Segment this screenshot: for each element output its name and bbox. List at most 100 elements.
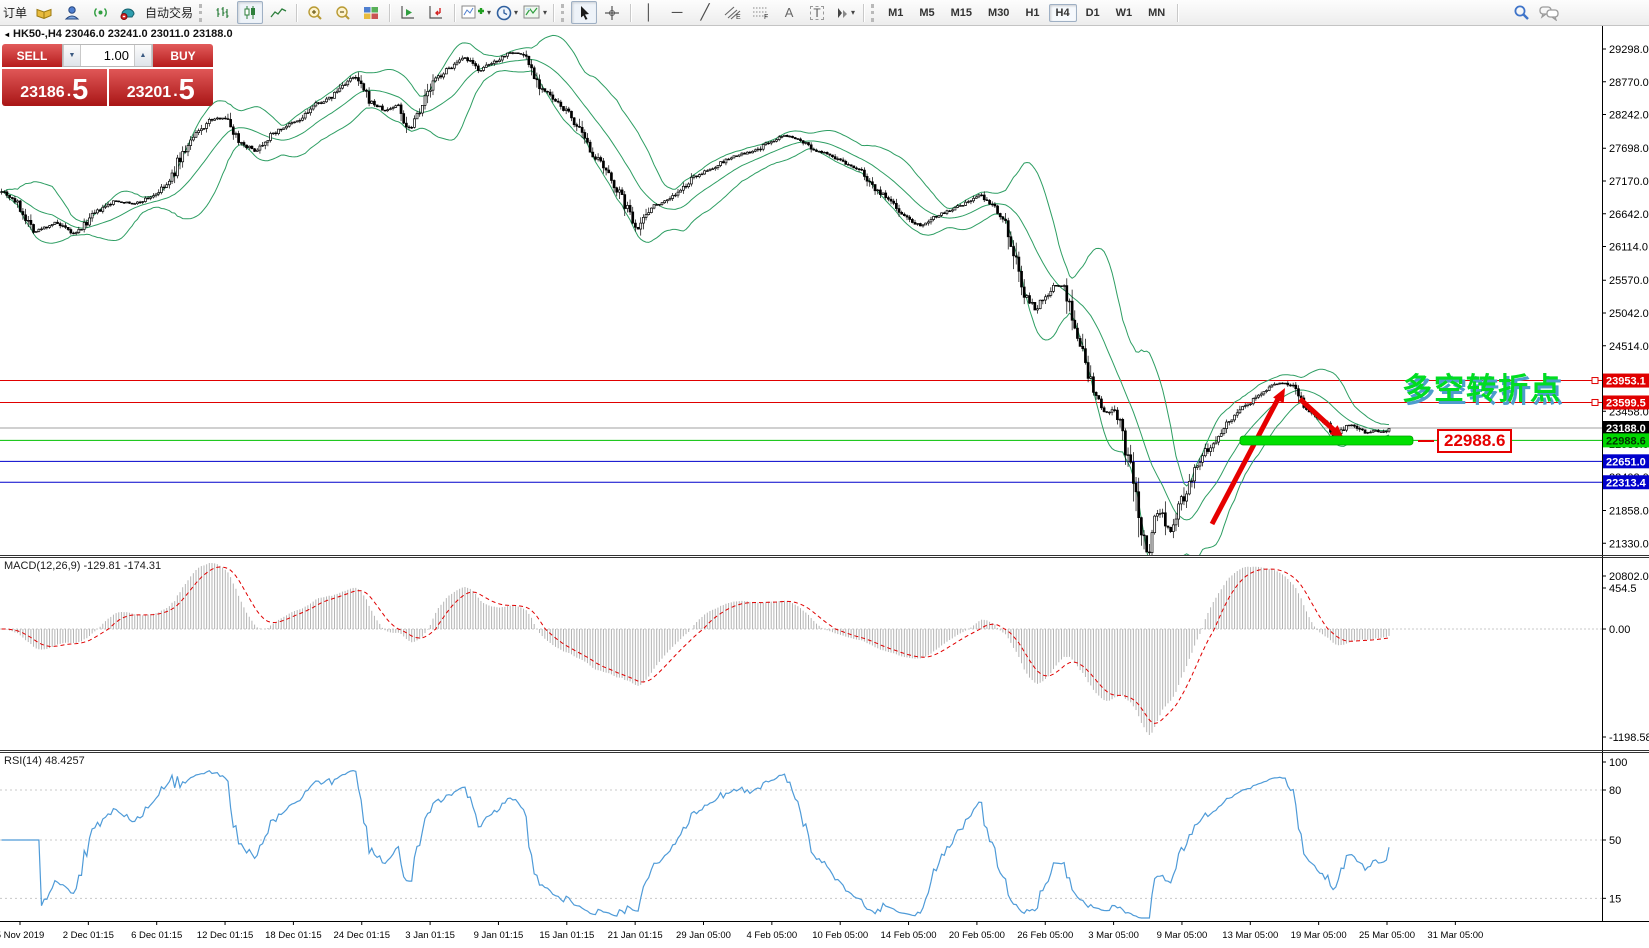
svg-text:27698.0: 27698.0 [1609, 143, 1649, 155]
svg-text:27170.0: 27170.0 [1609, 176, 1649, 188]
templates-icon[interactable]: ▾ [522, 1, 548, 24]
svg-text:19 Mar 05:00: 19 Mar 05:00 [1291, 930, 1347, 941]
tf-button-M15[interactable]: M15 [950, 6, 973, 19]
svg-text:5 Nov 2019: 5 Nov 2019 [0, 930, 44, 941]
search-icon[interactable] [1508, 1, 1534, 24]
new-order-button[interactable]: 订单 [3, 6, 28, 20]
fibonacci-tool-icon[interactable]: F [748, 1, 774, 24]
autotrade-icon[interactable] [115, 1, 141, 24]
broadcast-icon[interactable] [87, 1, 113, 24]
support-highlight-bar [1239, 435, 1414, 446]
svg-text:24 Dec 01:15: 24 Dec 01:15 [333, 930, 390, 941]
toolbar-separator [389, 3, 391, 22]
svg-text:25570.0: 25570.0 [1609, 275, 1649, 287]
bollinger-lower-band [1, 69, 1390, 555]
profile-icon[interactable] [59, 1, 85, 24]
line-chart-icon[interactable] [265, 1, 291, 24]
svg-text:26114.0: 26114.0 [1609, 242, 1648, 254]
sell-button[interactable]: SELL [2, 44, 62, 67]
tf-button-MN[interactable]: MN [1148, 6, 1166, 19]
indicators-icon[interactable]: ▾ [460, 1, 492, 24]
chart-shift-icon[interactable] [423, 1, 449, 24]
book-icon[interactable] [31, 1, 57, 24]
toolbar-drag-handle[interactable] [561, 3, 567, 22]
tile-windows-icon[interactable] [358, 1, 384, 24]
turning-point-annotation: 多空转折点 [1402, 373, 1562, 406]
chevron-down-icon: ▾ [487, 8, 492, 17]
cursor-icon[interactable] [571, 1, 598, 24]
chevron-down-icon: ▾ [543, 8, 548, 17]
volume-increase-button[interactable]: ▲ [134, 45, 152, 66]
toolbar-separator [630, 3, 632, 22]
svg-text:454.5: 454.5 [1609, 583, 1637, 595]
label-tool-icon[interactable]: T [804, 1, 830, 24]
tf-button-M1[interactable]: M1 [888, 6, 904, 19]
buy-button[interactable]: BUY [153, 44, 213, 67]
arrows-tool-icon[interactable]: ▾ [832, 1, 858, 24]
svg-text:0.00: 0.00 [1609, 624, 1630, 636]
svg-text:21330.0: 21330.0 [1609, 538, 1649, 550]
svg-text:22988.6: 22988.6 [1606, 435, 1646, 447]
tf-button-D1[interactable]: D1 [1085, 6, 1100, 19]
text-tool-icon[interactable]: A [784, 5, 794, 20]
price-axis: 29298.0 28770.0 28242.0 27698.0 27170.0 26642… [1591, 44, 1649, 583]
svg-text:13 Mar 05:00: 13 Mar 05:00 [1222, 930, 1278, 941]
candles-chart-icon[interactable] [237, 1, 264, 24]
autoscroll-icon[interactable] [395, 1, 421, 24]
rsi-axis: 100 80 50 15 [1602, 757, 1627, 905]
svg-text:26642.0: 26642.0 [1609, 209, 1649, 221]
crosshair-icon[interactable] [599, 1, 625, 24]
zoom-out-icon[interactable] [330, 1, 356, 24]
svg-text:28242.0: 28242.0 [1609, 110, 1649, 122]
svg-text:4 Feb 05:00: 4 Feb 05:00 [746, 930, 797, 941]
tf-button-H1[interactable]: H1 [1025, 6, 1040, 19]
buy-price-display[interactable]: 23201. 5 [108, 69, 213, 106]
symbol-info-bar: ◂ HK50-,H4 23046.0 23241.0 23011.0 23188… [5, 28, 233, 40]
tf-button-M5[interactable]: M5 [919, 6, 935, 19]
vline-tool-icon[interactable]: │ [644, 4, 654, 21]
tf-button-M30[interactable]: M30 [988, 6, 1010, 19]
svg-text:20 Feb 05:00: 20 Feb 05:00 [949, 930, 1005, 941]
chat-icon[interactable] [1536, 1, 1562, 24]
chevron-down-icon: ▾ [514, 8, 519, 17]
svg-text:22313.4: 22313.4 [1606, 477, 1647, 489]
volume-decrease-button[interactable]: ▼ [63, 45, 81, 66]
svg-text:29 Jan 05:00: 29 Jan 05:00 [676, 930, 731, 941]
svg-text:9 Mar 05:00: 9 Mar 05:00 [1157, 930, 1208, 941]
hline-tool-icon[interactable]: ─ [671, 4, 683, 21]
toolbar-separator [296, 3, 298, 22]
rsi-panel [0, 769, 1602, 919]
main-price-panel [0, 34, 1602, 555]
autotrade-label[interactable]: 自动交易 [145, 6, 194, 20]
trendline-tool-icon[interactable]: ╱ [700, 4, 710, 21]
tf-button-H4[interactable]: H4 [1048, 3, 1077, 22]
svg-text:25042.0: 25042.0 [1609, 308, 1649, 320]
svg-text:-1198.58: -1198.58 [1609, 732, 1649, 744]
svg-text:6 Dec 01:15: 6 Dec 01:15 [131, 930, 182, 941]
svg-text:29298.0: 29298.0 [1609, 44, 1649, 56]
macd-indicator-label: MACD(12,26,9) -129.81 -174.31 [4, 560, 162, 572]
zoom-in-icon[interactable] [302, 1, 328, 24]
svg-text:26 Feb 05:00: 26 Feb 05:00 [1017, 930, 1073, 941]
svg-text:31 Mar 05:00: 31 Mar 05:00 [1427, 930, 1483, 941]
tf-button-W1[interactable]: W1 [1115, 6, 1133, 19]
support-price-callout: 22988.6 [1437, 429, 1513, 453]
toolbar-drag-handle[interactable] [871, 3, 877, 22]
channel-tool-icon[interactable]: E [720, 1, 746, 24]
svg-text:21 Jan 01:15: 21 Jan 01:15 [608, 930, 663, 941]
toolbar-separator [454, 3, 456, 22]
candlestick-series [0, 50, 1391, 555]
sell-price-display[interactable]: 23186. 5 [2, 69, 107, 106]
svg-text:2 Dec 01:15: 2 Dec 01:15 [63, 930, 114, 941]
toolbar-drag-handle[interactable] [199, 3, 205, 22]
bollinger-upper-band [1, 34, 1390, 487]
svg-text:3 Mar 05:00: 3 Mar 05:00 [1088, 930, 1139, 941]
svg-text:50: 50 [1609, 835, 1621, 847]
volume-input[interactable]: 1.00 [103, 48, 129, 63]
bars-chart-icon[interactable] [209, 1, 235, 24]
svg-text:9 Jan 01:15: 9 Jan 01:15 [474, 930, 524, 941]
chevron-down-icon: ▾ [851, 8, 856, 17]
toolbar-separator [1177, 3, 1179, 22]
periods-icon[interactable]: ▾ [494, 1, 520, 24]
